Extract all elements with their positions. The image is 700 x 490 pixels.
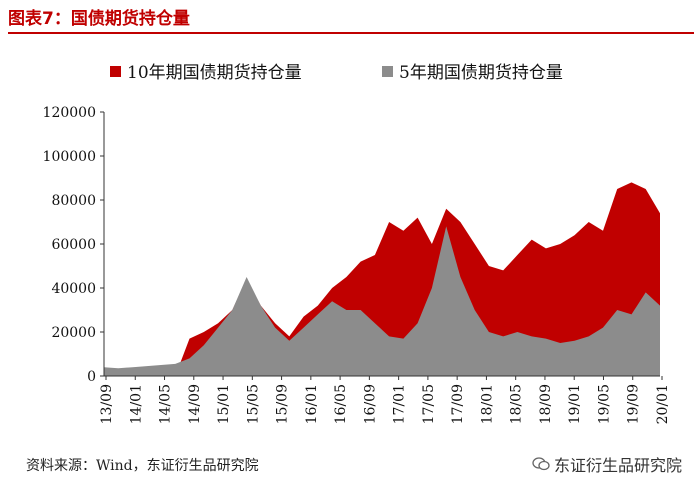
x-tick-label: 17/09 (450, 384, 466, 424)
watermark-text: 东证衍生品研究院 (553, 456, 682, 475)
title-rule (8, 32, 694, 34)
legend-swatch-10y (110, 66, 121, 77)
x-tick-label: 13/09 (99, 384, 115, 424)
x-tick-label: 15/09 (275, 384, 291, 424)
legend-label-5y: 5年期国债期货持仓量 (399, 63, 563, 83)
x-tick-label: 15/05 (245, 384, 261, 424)
x-tick-label: 20/01 (655, 384, 671, 424)
x-tick-label: 16/01 (304, 384, 320, 424)
x-tick-label: 15/01 (216, 384, 232, 424)
legend-swatch-5y (382, 66, 393, 77)
x-tick-label: 17/05 (421, 384, 437, 424)
y-tick-label: 120000 (43, 105, 96, 121)
source-note: 资料来源：Wind，东证衍生品研究院 (26, 458, 259, 474)
x-tick-label: 14/01 (128, 384, 144, 424)
x-tick-label: 19/05 (596, 384, 612, 424)
open-interest-chart: 10年期国债期货持仓量 5年期国债期货持仓量 0 20000 40000 60000 8… (43, 63, 671, 424)
legend-label-10y: 10年期国债期货持仓量 (127, 63, 302, 83)
area-5y (104, 226, 660, 376)
x-tick-label: 19/01 (567, 384, 583, 424)
watermark: 东证衍生品研究院 (532, 452, 682, 476)
x-tick-label: 18/01 (479, 384, 495, 424)
y-tick-label: 80000 (51, 193, 96, 209)
x-tick-label: 17/01 (392, 384, 408, 424)
x-tick-label: 19/09 (626, 384, 642, 424)
figure-title: 图表7：国债期货持仓量 (8, 9, 190, 29)
y-tick-label: 40000 (51, 281, 96, 297)
wechat-icon (532, 456, 550, 475)
x-tick-label: 14/09 (187, 384, 203, 424)
y-tick-label: 20000 (51, 325, 96, 341)
x-tick-label: 16/05 (333, 384, 349, 424)
x-tick-label: 14/05 (158, 384, 174, 424)
y-tick-label: 60000 (51, 237, 96, 253)
y-tick-label: 100000 (43, 149, 96, 165)
y-tick-label: 0 (87, 369, 96, 385)
axes: 0 20000 40000 60000 80000 100000 120000 13/09 14… (43, 105, 671, 424)
chart-legend: 10年期国债期货持仓量 5年期国债期货持仓量 (110, 63, 563, 83)
x-tick-label: 18/09 (538, 384, 554, 424)
x-tick-label: 18/05 (509, 384, 525, 424)
series-layer (104, 182, 660, 376)
x-tick-label: 16/09 (362, 384, 378, 424)
